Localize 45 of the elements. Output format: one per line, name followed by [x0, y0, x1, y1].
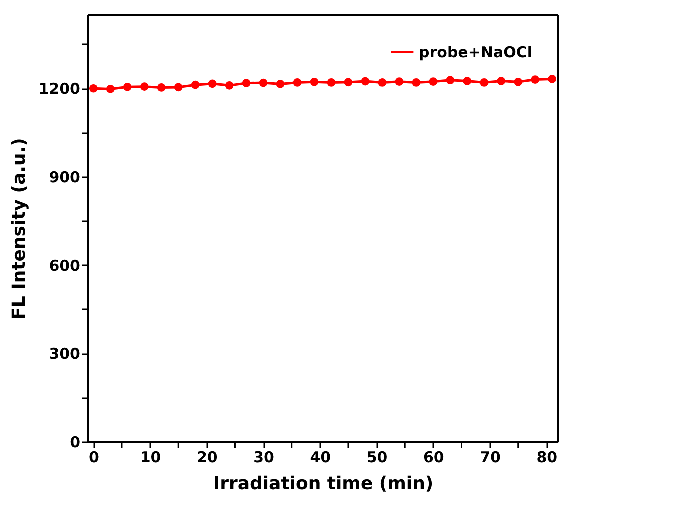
point	[548, 75, 557, 84]
point	[157, 84, 166, 92]
point	[106, 85, 115, 94]
point	[174, 83, 183, 92]
point	[208, 80, 217, 88]
point	[395, 78, 404, 86]
x-tick-label: 80	[536, 448, 558, 466]
x-tick-label: 10	[140, 448, 162, 466]
legend-label: probe+NaOCl	[419, 44, 532, 62]
y-axis-title: FL Intensity (a.u.)	[8, 138, 30, 320]
point	[463, 77, 472, 86]
x-tick-label: 60	[423, 448, 444, 466]
point	[429, 78, 438, 86]
y-tick-label: 900	[49, 168, 80, 186]
point	[310, 78, 319, 86]
point	[514, 78, 523, 86]
point	[480, 78, 489, 87]
point	[378, 78, 387, 87]
point	[276, 80, 285, 88]
point	[361, 77, 370, 86]
x-tick-label: 40	[310, 448, 332, 466]
x-tick-label: 0	[88, 448, 100, 466]
y-tick-label: 0	[70, 434, 80, 452]
point	[242, 79, 251, 88]
point	[446, 76, 455, 85]
x-tick-label: 70	[480, 448, 501, 466]
x-tick-label: 20	[196, 448, 218, 466]
point	[497, 77, 506, 86]
point	[123, 82, 132, 92]
point	[412, 78, 421, 87]
point	[344, 78, 353, 87]
point	[140, 82, 149, 92]
point	[191, 80, 200, 90]
point	[293, 78, 302, 87]
point	[225, 82, 234, 90]
x-axis-title: Irradiation time (min)	[213, 474, 434, 494]
point	[89, 84, 98, 93]
x-tick-label: 30	[254, 448, 274, 466]
y-tick-label: 1200	[38, 80, 80, 98]
point	[531, 76, 540, 84]
point	[259, 78, 268, 88]
point	[327, 78, 336, 87]
y-tick-label: 300	[49, 345, 80, 364]
x-tick-label: 50	[366, 448, 388, 466]
y-tick-label: 600	[49, 256, 80, 275]
